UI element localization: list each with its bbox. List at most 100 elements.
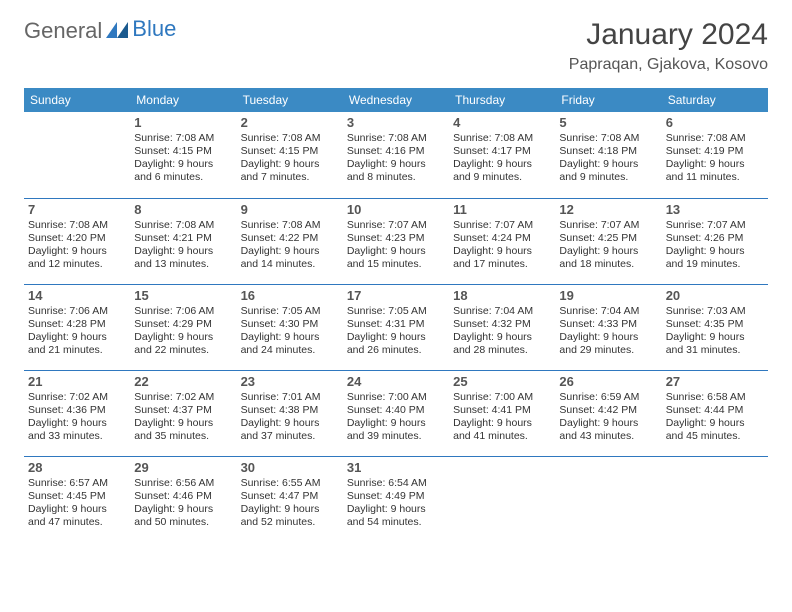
day-details: Sunrise: 7:02 AMSunset: 4:37 PMDaylight:… bbox=[134, 391, 232, 444]
calendar-day-cell: 27 Sunrise: 6:58 AMSunset: 4:44 PMDayligh… bbox=[662, 370, 768, 456]
day-details: Sunrise: 7:04 AMSunset: 4:32 PMDaylight:… bbox=[453, 305, 551, 358]
logo: General Blue bbox=[24, 18, 176, 44]
title-block: January 2024 Papraqan, Gjakova, Kosovo bbox=[569, 18, 768, 74]
day-details: Sunrise: 7:08 AMSunset: 4:16 PMDaylight:… bbox=[347, 132, 445, 185]
calendar-week-row: 28 Sunrise: 6:57 AMSunset: 4:45 PMDayligh… bbox=[24, 456, 768, 542]
day-details: Sunrise: 7:00 AMSunset: 4:40 PMDaylight:… bbox=[347, 391, 445, 444]
calendar-empty-cell bbox=[555, 456, 661, 542]
day-number: 1 bbox=[134, 115, 232, 130]
day-details: Sunrise: 6:55 AMSunset: 4:47 PMDaylight:… bbox=[241, 477, 339, 530]
day-number: 6 bbox=[666, 115, 764, 130]
location-label: Papraqan, Gjakova, Kosovo bbox=[569, 56, 768, 74]
day-details: Sunrise: 7:08 AMSunset: 4:17 PMDaylight:… bbox=[453, 132, 551, 185]
calendar-body: 1 Sunrise: 7:08 AMSunset: 4:15 PMDaylight… bbox=[24, 112, 768, 542]
page-title: January 2024 bbox=[569, 18, 768, 52]
day-details: Sunrise: 7:08 AMSunset: 4:22 PMDaylight:… bbox=[241, 219, 339, 272]
day-details: Sunrise: 6:58 AMSunset: 4:44 PMDaylight:… bbox=[666, 391, 764, 444]
day-number: 4 bbox=[453, 115, 551, 130]
day-number: 23 bbox=[241, 374, 339, 389]
weekday-header: Sunday bbox=[24, 88, 130, 112]
day-number: 3 bbox=[347, 115, 445, 130]
calendar-day-cell: 24 Sunrise: 7:00 AMSunset: 4:40 PMDayligh… bbox=[343, 370, 449, 456]
day-details: Sunrise: 7:07 AMSunset: 4:23 PMDaylight:… bbox=[347, 219, 445, 272]
calendar-day-cell: 26Sunrise: 6:59 AMSunset: 4:42 PMDayligh… bbox=[555, 370, 661, 456]
calendar-day-cell: 4 Sunrise: 7:08 AMSunset: 4:17 PMDaylight… bbox=[449, 112, 555, 198]
calendar-day-cell: 12Sunrise: 7:07 AMSunset: 4:25 PMDayligh… bbox=[555, 198, 661, 284]
calendar-day-cell: 13 Sunrise: 7:07 AMSunset: 4:26 PMDayligh… bbox=[662, 198, 768, 284]
calendar-week-row: 21Sunrise: 7:02 AMSunset: 4:36 PMDayligh… bbox=[24, 370, 768, 456]
day-details: Sunrise: 7:05 AMSunset: 4:30 PMDaylight:… bbox=[241, 305, 339, 358]
logo-text-blue: Blue bbox=[132, 16, 176, 42]
calendar-day-cell: 1 Sunrise: 7:08 AMSunset: 4:15 PMDaylight… bbox=[130, 112, 236, 198]
day-number: 2 bbox=[241, 115, 339, 130]
calendar-day-cell: 17Sunrise: 7:05 AMSunset: 4:31 PMDayligh… bbox=[343, 284, 449, 370]
day-number: 10 bbox=[347, 202, 445, 217]
day-details: Sunrise: 7:08 AMSunset: 4:18 PMDaylight:… bbox=[559, 132, 657, 185]
day-details: Sunrise: 7:07 AMSunset: 4:26 PMDaylight:… bbox=[666, 219, 764, 272]
day-number: 22 bbox=[134, 374, 232, 389]
day-number: 31 bbox=[347, 460, 445, 475]
calendar-day-cell: 20Sunrise: 7:03 AMSunset: 4:35 PMDayligh… bbox=[662, 284, 768, 370]
day-details: Sunrise: 7:07 AMSunset: 4:25 PMDaylight:… bbox=[559, 219, 657, 272]
calendar-day-cell: 11Sunrise: 7:07 AMSunset: 4:24 PMDayligh… bbox=[449, 198, 555, 284]
calendar-day-cell: 31 Sunrise: 6:54 AMSunset: 4:49 PMDayligh… bbox=[343, 456, 449, 542]
calendar-day-cell: 16 Sunrise: 7:05 AMSunset: 4:30 PMDayligh… bbox=[237, 284, 343, 370]
day-details: Sunrise: 7:08 AMSunset: 4:15 PMDaylight:… bbox=[134, 132, 232, 185]
calendar-day-cell: 18 Sunrise: 7:04 AMSunset: 4:32 PMDayligh… bbox=[449, 284, 555, 370]
day-number: 24 bbox=[347, 374, 445, 389]
day-details: Sunrise: 7:06 AMSunset: 4:29 PMDaylight:… bbox=[134, 305, 232, 358]
day-number: 18 bbox=[453, 288, 551, 303]
day-number: 5 bbox=[559, 115, 657, 130]
calendar-day-cell: 10 Sunrise: 7:07 AMSunset: 4:23 PMDayligh… bbox=[343, 198, 449, 284]
day-details: Sunrise: 6:54 AMSunset: 4:49 PMDaylight:… bbox=[347, 477, 445, 530]
logo-text-general: General bbox=[24, 18, 102, 44]
calendar-day-cell: 29Sunrise: 6:56 AMSunset: 4:46 PMDayligh… bbox=[130, 456, 236, 542]
day-number: 14 bbox=[28, 288, 126, 303]
day-number: 25 bbox=[453, 374, 551, 389]
weekday-header: Tuesday bbox=[237, 88, 343, 112]
day-number: 19 bbox=[559, 288, 657, 303]
day-number: 8 bbox=[134, 202, 232, 217]
calendar-day-cell: 8Sunrise: 7:08 AMSunset: 4:21 PMDaylight… bbox=[130, 198, 236, 284]
calendar-empty-cell bbox=[662, 456, 768, 542]
day-details: Sunrise: 7:03 AMSunset: 4:35 PMDaylight:… bbox=[666, 305, 764, 358]
day-number: 16 bbox=[241, 288, 339, 303]
day-number: 28 bbox=[28, 460, 126, 475]
day-number: 15 bbox=[134, 288, 232, 303]
calendar-week-row: 7Sunrise: 7:08 AMSunset: 4:20 PMDaylight… bbox=[24, 198, 768, 284]
calendar-empty-cell bbox=[449, 456, 555, 542]
day-details: Sunrise: 6:57 AMSunset: 4:45 PMDaylight:… bbox=[28, 477, 126, 530]
day-details: Sunrise: 7:08 AMSunset: 4:15 PMDaylight:… bbox=[241, 132, 339, 185]
calendar-day-cell: 28 Sunrise: 6:57 AMSunset: 4:45 PMDayligh… bbox=[24, 456, 130, 542]
day-number: 27 bbox=[666, 374, 764, 389]
calendar-week-row: 1 Sunrise: 7:08 AMSunset: 4:15 PMDaylight… bbox=[24, 112, 768, 198]
day-details: Sunrise: 6:59 AMSunset: 4:42 PMDaylight:… bbox=[559, 391, 657, 444]
day-details: Sunrise: 7:06 AMSunset: 4:28 PMDaylight:… bbox=[28, 305, 126, 358]
header: General Blue January 2024 Papraqan, Gjak… bbox=[24, 18, 768, 74]
calendar-day-cell: 5 Sunrise: 7:08 AMSunset: 4:18 PMDaylight… bbox=[555, 112, 661, 198]
day-details: Sunrise: 7:00 AMSunset: 4:41 PMDaylight:… bbox=[453, 391, 551, 444]
calendar-day-cell: 21Sunrise: 7:02 AMSunset: 4:36 PMDayligh… bbox=[24, 370, 130, 456]
calendar-day-cell: 22 Sunrise: 7:02 AMSunset: 4:37 PMDayligh… bbox=[130, 370, 236, 456]
weekday-header: Monday bbox=[130, 88, 236, 112]
day-number: 13 bbox=[666, 202, 764, 217]
calendar-day-cell: 19 Sunrise: 7:04 AMSunset: 4:33 PMDayligh… bbox=[555, 284, 661, 370]
calendar-day-cell: 30 Sunrise: 6:55 AMSunset: 4:47 PMDayligh… bbox=[237, 456, 343, 542]
calendar-day-cell: 7Sunrise: 7:08 AMSunset: 4:20 PMDaylight… bbox=[24, 198, 130, 284]
day-number: 29 bbox=[134, 460, 232, 475]
weekday-header: Thursday bbox=[449, 88, 555, 112]
calendar-day-cell: 6 Sunrise: 7:08 AMSunset: 4:19 PMDaylight… bbox=[662, 112, 768, 198]
calendar-empty-cell bbox=[24, 112, 130, 198]
calendar-day-cell: 9Sunrise: 7:08 AMSunset: 4:22 PMDaylight… bbox=[237, 198, 343, 284]
day-number: 21 bbox=[28, 374, 126, 389]
day-details: Sunrise: 7:04 AMSunset: 4:33 PMDaylight:… bbox=[559, 305, 657, 358]
weekday-header: Wednesday bbox=[343, 88, 449, 112]
calendar-day-cell: 23Sunrise: 7:01 AMSunset: 4:38 PMDayligh… bbox=[237, 370, 343, 456]
day-details: Sunrise: 7:08 AMSunset: 4:20 PMDaylight:… bbox=[28, 219, 126, 272]
calendar-day-cell: 14 Sunrise: 7:06 AMSunset: 4:28 PMDayligh… bbox=[24, 284, 130, 370]
day-details: Sunrise: 7:08 AMSunset: 4:19 PMDaylight:… bbox=[666, 132, 764, 185]
day-number: 30 bbox=[241, 460, 339, 475]
day-details: Sunrise: 7:07 AMSunset: 4:24 PMDaylight:… bbox=[453, 219, 551, 272]
day-details: Sunrise: 7:05 AMSunset: 4:31 PMDaylight:… bbox=[347, 305, 445, 358]
calendar-day-cell: 25 Sunrise: 7:00 AMSunset: 4:41 PMDayligh… bbox=[449, 370, 555, 456]
